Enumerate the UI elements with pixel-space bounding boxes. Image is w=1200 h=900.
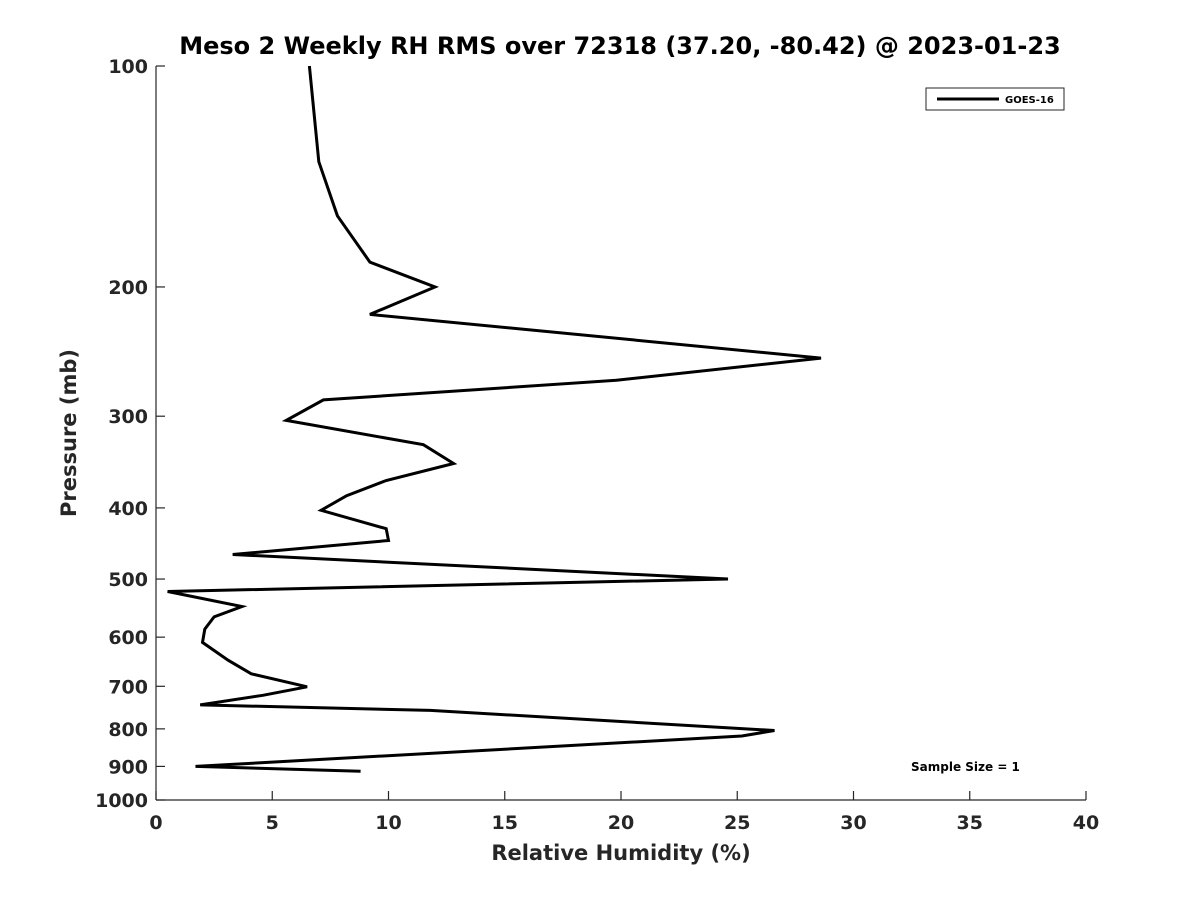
x-tick-label: 20 — [608, 812, 634, 834]
y-tick-label: 600 — [108, 627, 148, 649]
series-layer — [167, 65, 822, 773]
y-tick-label: 500 — [108, 569, 148, 591]
y-tick-label: 400 — [108, 498, 148, 520]
y-axis-label: Pressure (mb) — [57, 349, 81, 517]
y-tick-label: 200 — [108, 277, 148, 299]
y-tick-label: 1000 — [95, 790, 148, 812]
x-tick-label: 0 — [149, 812, 162, 834]
y-ticks: 100 200 300 400 500 600 700 800 900 1000 — [95, 56, 165, 812]
y-tick-label: 300 — [108, 406, 148, 428]
x-axis-label: Relative Humidity (%) — [491, 841, 750, 865]
chart-title: Meso 2 Weekly RH RMS over 72318 (37.20, … — [179, 32, 1061, 60]
y-tick-label: 800 — [108, 719, 148, 741]
x-tick-label: 15 — [492, 812, 518, 834]
y-tick-label: 100 — [108, 56, 148, 78]
x-tick-label: 40 — [1073, 812, 1099, 834]
legend-entry-goes-16: GOES-16 — [1005, 95, 1054, 106]
x-tick-label: 5 — [266, 812, 279, 834]
x-ticks: 0 5 10 15 20 25 30 35 40 — [149, 791, 1099, 834]
y-tick-label: 900 — [108, 756, 148, 778]
series-line-goes-16 — [167, 65, 822, 773]
x-tick-label: 35 — [957, 812, 983, 834]
sample-size-annotation: Sample Size = 1 — [911, 760, 1020, 774]
x-tick-label: 30 — [840, 812, 866, 834]
x-tick-label: 25 — [724, 812, 750, 834]
x-tick-label: 10 — [375, 812, 401, 834]
legend: GOES-16 — [925, 87, 1065, 111]
y-tick-label: 700 — [108, 676, 148, 698]
